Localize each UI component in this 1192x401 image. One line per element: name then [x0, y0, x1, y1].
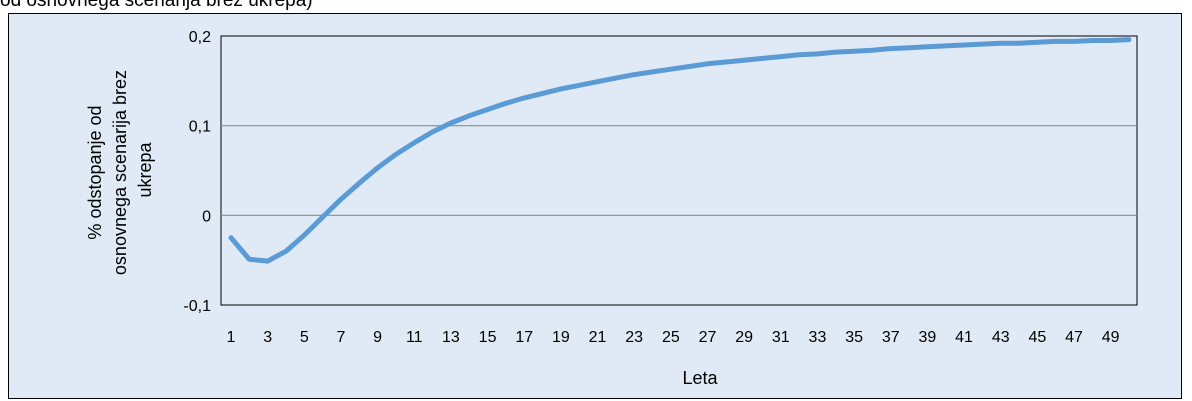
y-tick-labels: -0,1 0 0,1 0,2 [183, 29, 211, 315]
x-tick-label: 7 [337, 329, 346, 346]
x-tick-label: 29 [735, 329, 753, 346]
y-tick-label: 0 [202, 208, 211, 225]
y-axis-title-line-2: osnovnega scenarija brez [110, 70, 130, 275]
x-tick-label: 41 [955, 329, 973, 346]
x-tick-label: 27 [699, 329, 717, 346]
x-tick-label: 9 [373, 329, 382, 346]
x-tick-label: 21 [589, 329, 607, 346]
x-tick-label: 13 [442, 329, 460, 346]
y-axis-title-line-1: % odstopanje od [85, 105, 105, 239]
y-tick-label: 0,2 [189, 29, 211, 46]
y-tick-label: 0,1 [189, 119, 211, 136]
x-axis-title: Leta [682, 368, 718, 388]
grid-lines [221, 125, 1137, 216]
y-axis-title: % odstopanje od osnovnega scenarija brez… [85, 65, 155, 275]
x-tick-labels: 1 3 5 7 9 11 13 15 17 19 21 23 25 27 29 31 33 35 37 39 41 43 4… [227, 329, 1120, 346]
x-tick-label: 31 [772, 329, 790, 346]
x-tick-label: 15 [479, 329, 497, 346]
x-tick-label: 49 [1102, 329, 1120, 346]
x-tick-label: 45 [1028, 329, 1046, 346]
x-tick-label: 35 [845, 329, 863, 346]
x-tick-label: 19 [552, 329, 570, 346]
plot-area [220, 35, 1138, 306]
caption-fragment: od osnovnega scenarija brez ukrepa) [0, 0, 313, 11]
x-tick-label: 1 [227, 329, 236, 346]
series-line [228, 37, 1132, 264]
x-tick-label: 25 [662, 329, 680, 346]
x-tick-label: 23 [625, 329, 643, 346]
x-tick-label: 33 [809, 329, 827, 346]
x-tick-label: 11 [406, 329, 423, 346]
x-tick-label: 47 [1065, 329, 1083, 346]
x-tick-label: 37 [882, 329, 900, 346]
x-tick-label: 5 [300, 329, 309, 346]
y-axis-title-line-3: ukrepa [135, 141, 155, 197]
x-tick-label: 43 [992, 329, 1010, 346]
x-tick-label: 17 [515, 329, 533, 346]
x-tick-label: 3 [263, 329, 272, 346]
x-tick-label: 39 [919, 329, 937, 346]
y-tick-label: -0,1 [183, 298, 211, 315]
